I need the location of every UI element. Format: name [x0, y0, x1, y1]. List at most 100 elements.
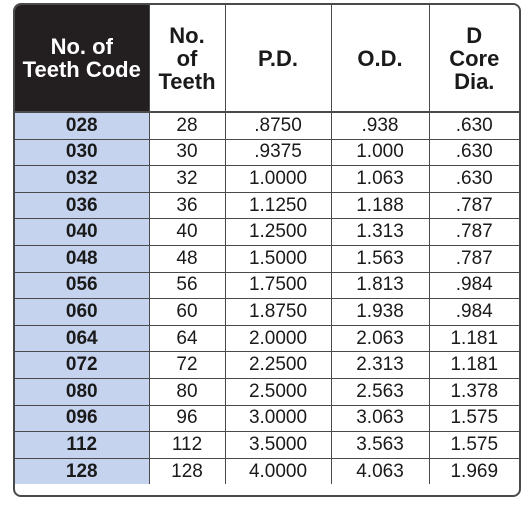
- core-dia-cell: .630: [428, 165, 519, 193]
- teeth-count-cell: 48: [148, 244, 226, 273]
- header-core-dia-line1: D: [466, 22, 483, 48]
- header-no-of-teeth: No. of Teeth: [148, 5, 226, 113]
- core-dia-cell: .630: [428, 138, 519, 167]
- teeth-code-cell: 112: [15, 431, 150, 459]
- od-cell: 2.063: [330, 324, 430, 353]
- od-cell: 1.938: [330, 298, 430, 326]
- table-row: 036 36 1.1250 1.188.787: [15, 191, 519, 220]
- teeth-count-cell: 64: [148, 324, 226, 353]
- pd-cell: 1.7500: [224, 271, 332, 300]
- table-row: 040 40 1.2500 1.313.787: [15, 218, 519, 246]
- teeth-count-cell: 96: [148, 404, 226, 433]
- header-core-dia: D Core Dia.: [428, 5, 519, 113]
- teeth-count-cell: 80: [148, 377, 226, 406]
- core-dia-cell: .787: [428, 191, 519, 220]
- od-cell: 1.313: [330, 218, 430, 246]
- teeth-count-cell: 36: [148, 191, 226, 220]
- pd-cell: 4.0000: [224, 457, 332, 485]
- od-cell: 2.313: [330, 351, 430, 379]
- table-row: 064 64 2.0000 2.063 1.181: [15, 324, 519, 353]
- core-dia-cell: .984: [428, 298, 519, 326]
- teeth-count-cell: 30: [148, 138, 226, 167]
- table-row: 028 28.8750.938.630: [15, 111, 519, 140]
- table-body: 028 28.8750.938.630 030 30.9375 1.000.630 0…: [15, 111, 519, 485]
- od-cell: 4.063: [330, 457, 430, 485]
- od-cell: 2.563: [330, 377, 430, 406]
- pd-cell: .8750: [224, 111, 332, 140]
- header-teeth-code-line2: Teeth Code: [22, 57, 141, 82]
- teeth-code-cell: 032: [15, 165, 150, 193]
- teeth-count-cell: 28: [148, 111, 226, 140]
- core-dia-cell: .787: [428, 218, 519, 246]
- pd-cell: 2.5000: [224, 377, 332, 406]
- pd-cell: 1.5000: [224, 244, 332, 273]
- teeth-code-cell: 128: [15, 457, 150, 485]
- pd-cell: 1.0000: [224, 165, 332, 193]
- od-cell: 1.063: [330, 165, 430, 193]
- table-row: 112 112 3.5000 3.563 1.575: [15, 431, 519, 459]
- teeth-count-cell: 32: [148, 165, 226, 193]
- core-dia-cell: .787: [428, 244, 519, 273]
- core-dia-cell: .630: [428, 111, 519, 140]
- table-row: 060 60 1.8750 1.938.984: [15, 298, 519, 326]
- od-cell: 3.563: [330, 431, 430, 459]
- core-dia-cell: .984: [428, 271, 519, 300]
- teeth-code-cell: 060: [15, 298, 150, 326]
- header-od-line1: O.D.: [357, 45, 403, 71]
- teeth-code-cell: 072: [15, 351, 150, 379]
- header-core-dia-line2: Core: [449, 45, 500, 71]
- teeth-count-cell: 128: [148, 457, 226, 485]
- teeth-count-cell: 112: [148, 431, 226, 459]
- table-row: 048 48 1.5000 1.563.787: [15, 244, 519, 273]
- pd-cell: 1.2500: [224, 218, 332, 246]
- teeth-count-cell: 72: [148, 351, 226, 379]
- table-row: 128 128 4.0000 4.063 1.969: [15, 457, 519, 485]
- od-cell: 1.000: [330, 138, 430, 167]
- pd-cell: 2.0000: [224, 324, 332, 353]
- header-od: O.D.: [330, 5, 430, 113]
- pd-cell: 1.8750: [224, 298, 332, 326]
- table-row: 032 32 1.0000 1.063.630: [15, 165, 519, 193]
- teeth-code-cell: 028: [15, 111, 150, 140]
- table-row: 072 72 2.2500 2.313 1.181: [15, 351, 519, 379]
- od-cell: .938: [330, 111, 430, 140]
- teeth-code-cell: 056: [15, 271, 150, 300]
- pd-cell: 3.5000: [224, 431, 332, 459]
- teeth-code-cell: 048: [15, 244, 150, 273]
- pd-cell: 1.1250: [224, 191, 332, 220]
- header-row: No. of Teeth Code No. of Teeth P.D. O.D.…: [15, 5, 519, 113]
- pd-cell: 3.0000: [224, 404, 332, 433]
- core-dia-cell: 1.575: [428, 431, 519, 459]
- header-teeth-code: No. of Teeth Code: [15, 5, 150, 113]
- table-row: 096 96 3.0000 3.063 1.575: [15, 404, 519, 433]
- header-no-of-teeth-line2: of: [176, 45, 198, 71]
- od-cell: 3.063: [330, 404, 430, 433]
- core-dia-cell: 1.181: [428, 351, 519, 379]
- core-dia-cell: 1.575: [428, 404, 519, 433]
- teeth-code-cell: 030: [15, 138, 150, 167]
- od-cell: 1.188: [330, 191, 430, 220]
- header-no-of-teeth-line1: No.: [169, 22, 205, 48]
- od-cell: 1.813: [330, 271, 430, 300]
- header-no-of-teeth-line3: Teeth: [158, 68, 216, 94]
- spec-table-frame: No. of Teeth Code No. of Teeth P.D. O.D.…: [13, 3, 521, 497]
- teeth-code-cell: 096: [15, 404, 150, 433]
- core-dia-cell: 1.378: [428, 377, 519, 406]
- teeth-count-cell: 60: [148, 298, 226, 326]
- pd-cell: 2.2500: [224, 351, 332, 379]
- header-core-dia-line3: Dia.: [454, 68, 495, 94]
- teeth-code-cell: 080: [15, 377, 150, 406]
- header-pd-line1: P.D.: [258, 45, 298, 71]
- header-pd: P.D.: [224, 5, 332, 113]
- teeth-code-cell: 040: [15, 218, 150, 246]
- core-dia-cell: 1.181: [428, 324, 519, 353]
- table-row: 030 30.9375 1.000.630: [15, 138, 519, 167]
- teeth-count-cell: 56: [148, 271, 226, 300]
- teeth-code-cell: 036: [15, 191, 150, 220]
- teeth-code-cell: 064: [15, 324, 150, 353]
- teeth-count-cell: 40: [148, 218, 226, 246]
- table-row: 056 56 1.7500 1.813.984: [15, 271, 519, 300]
- table-row: 080 80 2.5000 2.563 1.378: [15, 377, 519, 406]
- teeth-spec-table: No. of Teeth Code No. of Teeth P.D. O.D.…: [15, 5, 519, 485]
- header-teeth-code-line1: No. of: [50, 34, 113, 59]
